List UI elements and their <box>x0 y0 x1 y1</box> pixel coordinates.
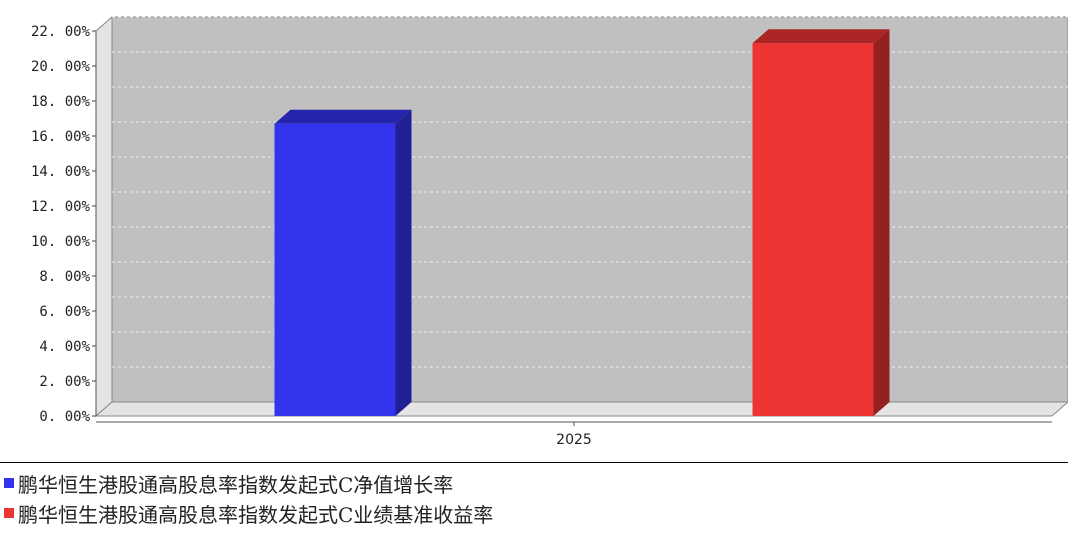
plot-floor <box>94 401 1068 417</box>
y-tick-label: 16. 00% <box>31 129 91 145</box>
legend-item-net-value-growth: 鹏华恒生港股通高股息率指数发起式C净值增长率 <box>4 468 493 498</box>
bar-side <box>395 109 412 416</box>
plot-back-wall <box>112 17 1068 402</box>
bar-top <box>752 29 890 44</box>
y-tick-label: 18. 00% <box>31 94 91 110</box>
y-tick-label: 0. 00% <box>39 409 90 425</box>
legend: 鹏华恒生港股通高股息率指数发起式C净值增长率 鹏华恒生港股通高股息率指数发起式C… <box>4 468 493 528</box>
bar <box>274 123 396 416</box>
y-tick-label: 22. 00% <box>31 24 91 40</box>
legend-label-net-value-growth: 鹏华恒生港股通高股息率指数发起式C净值增长率 <box>18 472 454 497</box>
legend-item-benchmark-return: 鹏华恒生港股通高股息率指数发起式C业绩基准收益率 <box>4 498 493 528</box>
bar-side <box>873 29 890 416</box>
legend-divider <box>0 462 1068 463</box>
plot-back-wall-border <box>111 16 1068 403</box>
bar-chart-svg: 0. 00% 2. 00% 4. 00% 6. 00% 8. 00% 10. 00% 12.… <box>31 15 1068 448</box>
y-tick-label: 2. 00% <box>39 374 90 390</box>
legend-swatch-red <box>4 508 14 518</box>
x-tick-label: 2025 <box>556 432 592 448</box>
y-tick-label: 4. 00% <box>39 339 90 355</box>
y-tick-label: 14. 00% <box>31 164 91 180</box>
legend-swatch-blue <box>4 478 14 488</box>
y-tick-label: 6. 00% <box>39 304 90 320</box>
bar-top <box>274 109 412 124</box>
y-tick-label: 10. 00% <box>31 234 91 250</box>
y-tick-label: 8. 00% <box>39 269 90 285</box>
bar <box>752 43 874 416</box>
legend-label-benchmark-return: 鹏华恒生港股通高股息率指数发起式C业绩基准收益率 <box>18 502 494 527</box>
y-tick-label: 20. 00% <box>31 59 91 75</box>
y-tick-label: 12. 00% <box>31 199 91 215</box>
plot-left-wall <box>95 15 113 418</box>
